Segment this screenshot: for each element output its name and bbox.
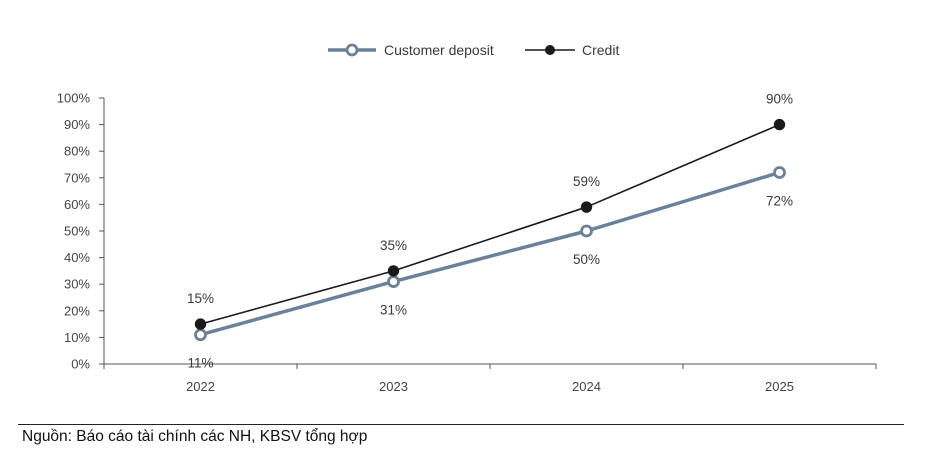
series-line-1 <box>200 170 781 337</box>
x-tick-label: 2022 <box>186 379 215 394</box>
y-tick-label: 50% <box>64 224 90 239</box>
series-point-2 <box>773 118 786 131</box>
footer-divider <box>18 424 904 425</box>
data-label: 11% <box>187 356 213 371</box>
legend-label-1: Customer deposit <box>384 42 494 58</box>
chart-axes: 0% 10% 20% 30% 40% 50% 60% 70% 80% 90% 100% 2022 202… <box>57 91 877 394</box>
data-label: 31% <box>380 303 407 318</box>
series-point-1 <box>194 328 207 342</box>
data-label: 72% <box>766 193 793 208</box>
x-tick-label: 2025 <box>765 379 794 394</box>
series-point-2 <box>580 201 593 213</box>
legend: Customer deposit Credit <box>328 42 619 58</box>
legend-marker-1 <box>345 43 359 57</box>
series-point-2 <box>194 318 207 330</box>
data-label: 50% <box>573 252 600 267</box>
chart-data-labels: 11% 31% 50% 72% 15% 35% 59% 90% <box>187 92 793 371</box>
data-label: 59% <box>573 174 600 189</box>
data-label: 90% <box>766 92 793 107</box>
y-tick-label: 10% <box>64 330 90 345</box>
y-tick-label: 70% <box>64 170 90 185</box>
y-tick-label: 0% <box>71 357 90 372</box>
y-tick-label: 90% <box>64 117 90 132</box>
y-tick-label: 100% <box>57 91 91 106</box>
y-tick-label: 40% <box>64 250 90 265</box>
x-tick-label: 2023 <box>379 379 408 394</box>
series-point-2 <box>387 265 400 277</box>
y-tick-label: 30% <box>64 277 90 292</box>
series-point-1 <box>580 224 593 238</box>
y-tick-label: 20% <box>64 303 90 318</box>
x-tick-label: 2024 <box>572 379 601 394</box>
series-line-2 <box>200 123 780 325</box>
legend-label-2: Credit <box>582 42 619 58</box>
y-tick-label: 80% <box>64 144 90 159</box>
series-point-1 <box>773 166 786 179</box>
series-point-1 <box>387 275 400 288</box>
data-label: 15% <box>187 291 214 306</box>
legend-marker-2 <box>545 45 555 55</box>
line-chart: Customer deposit Credit 0% 10% 20% 30% 40% 50%… <box>57 42 877 394</box>
data-label: 35% <box>380 238 407 253</box>
source-note: Nguồn: Báo cáo tài chính các NH, KBSV tổ… <box>22 428 368 445</box>
chart-series <box>194 118 786 342</box>
y-tick-label: 60% <box>64 197 90 212</box>
